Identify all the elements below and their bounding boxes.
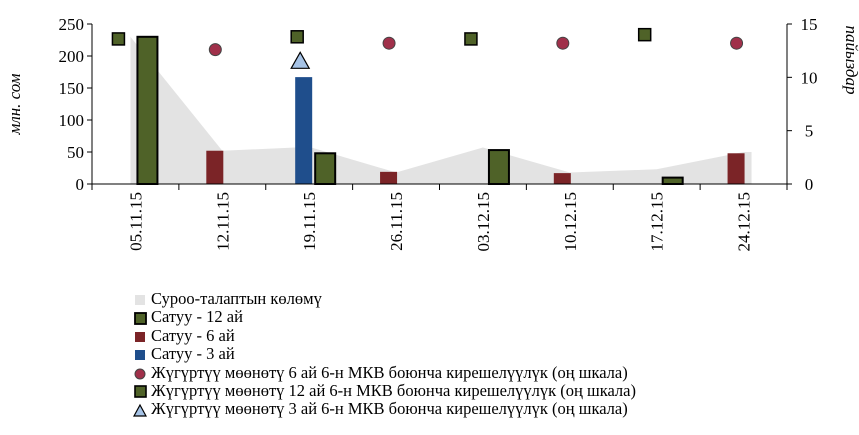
left-tick-label: 150 (59, 79, 85, 98)
x-tick-label: 24.12.15 (735, 192, 754, 252)
bar-12.11.15 (206, 150, 224, 184)
marker-12m-17.12.15 (637, 27, 652, 42)
legend: Суроо-талаптын көлөмү Сатуу - 12 ай Сатуу … (133, 289, 636, 419)
right-tick-label: 15 (801, 15, 818, 34)
marker-12m-05.11.15 (111, 32, 126, 46)
bar-26.11.15 (380, 171, 398, 184)
legend-label: Сатуу - 3 ай (151, 344, 235, 364)
legend-symbol (133, 384, 147, 398)
bar-05.11.15 (136, 35, 159, 185)
legend-item: Сатуу - 3 ай (133, 344, 636, 364)
marker-12m-19.11.15 (290, 30, 304, 44)
marker-3m-19.11.15 (290, 51, 311, 69)
left-tick-label: 200 (59, 47, 85, 66)
right-tick-label: 5 (805, 122, 814, 141)
legend-symbol (133, 311, 147, 325)
legend-item: Жүгүртүү мөөнөтү 6 ай 6-н МКВ боюнча кир… (133, 362, 636, 382)
bar-19.11.15 (314, 152, 337, 185)
x-tick-label: 05.11.15 (126, 192, 145, 251)
left-tick-label: 100 (59, 111, 85, 130)
left-tick-label: 250 (59, 15, 85, 34)
legend-label: Сатуу - 6 ай (151, 325, 235, 345)
chart: 0 50 100 150 200 250 0 5 10 15 05.11.15 12.11.15 19.… (5, 15, 859, 252)
bar-17.12.15 (661, 176, 684, 186)
marker-12m-03.12.15 (464, 32, 478, 46)
legend-item: Суроо-талаптын көлөмү (133, 289, 636, 308)
legend-symbol (133, 366, 147, 380)
right-tick-label: 10 (801, 68, 818, 87)
area-demand-volume (130, 36, 752, 184)
marker-6m-10.12.15 (556, 36, 570, 50)
legend-symbol (133, 347, 147, 361)
legend-item: Жүгүртүү мөөнөтү 3 ай 6-н МКВ боюнча кир… (133, 399, 636, 419)
legend-symbol (133, 403, 147, 417)
left-axis-title: млн. сом (5, 73, 24, 135)
legend-symbol (133, 329, 147, 343)
x-tick-label: 10.12.15 (561, 192, 580, 252)
x-tick-label: 19.11.15 (300, 192, 319, 251)
x-tick-label: 26.11.15 (387, 192, 406, 251)
legend-symbol (133, 292, 147, 306)
legend-label: Жүгүртүү мөөнөтү 6 ай 6-н МКВ боюнча кир… (151, 362, 628, 382)
legend-item: Сатуу - 12 ай (133, 307, 636, 327)
legend-item: Сатуу - 6 ай (133, 325, 636, 345)
x-tick-label: 12.11.15 (213, 192, 232, 251)
left-tick-label: 0 (76, 175, 85, 194)
marker-6m-26.11.15 (382, 36, 396, 50)
legend-label: Жүгүртүү мөөнөтү 3 ай 6-н МКВ боюнча кир… (151, 399, 628, 419)
left-tick-label: 50 (67, 143, 84, 162)
bar-24.12.15 (727, 153, 745, 184)
x-tick-label: 17.12.15 (648, 192, 667, 252)
x-tick-label: 03.12.15 (474, 192, 493, 252)
marker-6m-24.12.15 (730, 36, 744, 50)
legend-label: Сатуу - 12 ай (151, 307, 243, 327)
bar-03.12.15 (487, 149, 510, 185)
legend-label: Жүгүртүү мөөнөтү 12 ай 6-н МКВ боюнча ки… (151, 380, 636, 400)
legend-item: Жүгүртүү мөөнөтү 12 ай 6-н МКВ боюнча ки… (133, 380, 636, 400)
bar-19.11.15 (295, 77, 313, 184)
bar-10.12.15 (553, 173, 571, 184)
right-axis-title: пайыздар (842, 25, 859, 94)
marker-6m-12.11.15 (208, 43, 222, 57)
legend-label: Суроо-талаптын көлөмү (151, 289, 322, 308)
right-tick-label: 0 (805, 175, 814, 194)
